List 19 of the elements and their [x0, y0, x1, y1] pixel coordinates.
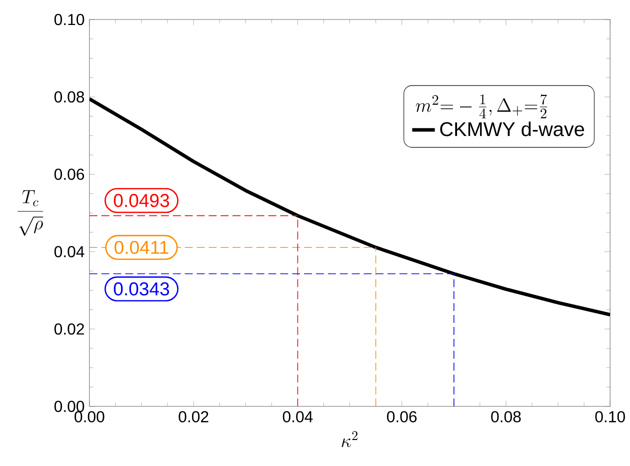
- y-tick-label: 0.04: [54, 246, 84, 258]
- x-tick-label: 0.10: [595, 411, 625, 422]
- legend-title: $m^{2}{=}-\frac{1}{4},\Delta_{+}{=}\frac{7}{2}$: [416, 94, 548, 118]
- x-tick-label: 0.02: [178, 411, 208, 422]
- x-tick-label: 0.00: [74, 411, 104, 422]
- text: CKMWY d-wave: [440, 122, 584, 136]
- x-tick-label: 0.08: [491, 411, 521, 422]
- x-tick-label: 0.06: [386, 411, 417, 422]
- x-axis-title: $\kappa^{2}$: [342, 431, 358, 448]
- y-tick-label: 0.02: [54, 323, 84, 335]
- y-tick-label: 0.08: [54, 91, 84, 103]
- y-tick-label: 0.06: [54, 168, 84, 180]
- y-axis-title: $\frac{T_c}{\sqrt{\rho}}$: [18, 190, 44, 236]
- y-tick-label: 0.10: [54, 14, 84, 26]
- ref-line-label: 0.0411: [114, 240, 168, 254]
- y-tick-label: 0.00: [54, 400, 84, 412]
- x-tick-label: 0.04: [282, 411, 313, 422]
- ref-line-label: 0.0343: [114, 282, 170, 296]
- ref-line-label: 0.0493: [114, 194, 170, 208]
